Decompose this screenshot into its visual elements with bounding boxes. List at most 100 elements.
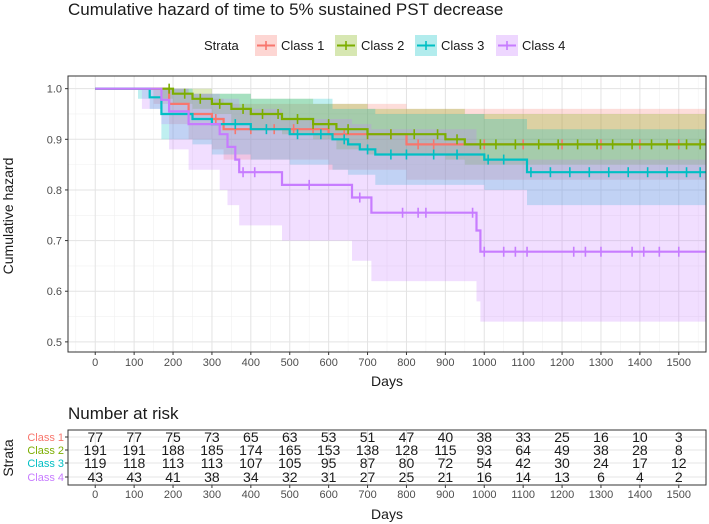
risk-count: 54	[476, 455, 492, 471]
risk-x-tick-label: 1500	[667, 489, 691, 501]
ci-band-class-4	[95, 88, 706, 322]
legend-title: Strata	[204, 38, 239, 53]
risk-x-tick-label: 400	[242, 489, 260, 501]
risk-count: 21	[438, 469, 454, 485]
risk-count: 42	[515, 455, 531, 471]
legend-item-class-3: Class 3	[415, 35, 484, 56]
risk-count: 115	[434, 442, 457, 458]
risk-count: 38	[593, 442, 609, 458]
risk-count: 4	[636, 469, 644, 485]
y-tick-label: 0.8	[47, 185, 62, 197]
risk-count: 38	[204, 469, 220, 485]
legend-label: Class 2	[361, 38, 404, 53]
risk-count: 107	[239, 455, 263, 471]
risk-x-tick-label: 600	[319, 489, 337, 501]
risk-count: 72	[438, 455, 454, 471]
risk-y-axis-label: Strata	[0, 439, 16, 477]
risk-x-tick-label: 700	[358, 489, 376, 501]
risk-table: Class 1 77 77 75 73 65 63 53 51 47 40 38 33 25 16 10 3Cl…	[27, 429, 707, 501]
risk-count: 16	[476, 469, 492, 485]
risk-count: 6	[597, 469, 605, 485]
series-line-class-3	[95, 87, 706, 174]
x-tick-label: 1500	[667, 357, 691, 369]
risk-x-tick-label: 1200	[550, 489, 574, 501]
risk-x-tick-label: 500	[281, 489, 299, 501]
risk-count: 118	[123, 455, 146, 471]
x-tick-label: 1300	[589, 357, 613, 369]
risk-count: 63	[282, 429, 298, 445]
risk-x-tick-label: 200	[164, 489, 182, 501]
risk-count: 87	[360, 455, 376, 471]
y-tick-label: 0.6	[47, 286, 62, 298]
risk-panel-background	[68, 430, 706, 485]
risk-count: 13	[554, 469, 570, 485]
risk-x-tick-label: 800	[397, 489, 415, 501]
series-line-class-4	[95, 87, 706, 253]
risk-count: 65	[243, 429, 259, 445]
risk-count: 34	[243, 469, 259, 485]
risk-x-tick-label: 900	[436, 489, 454, 501]
risk-count: 77	[87, 429, 103, 445]
ci-band-class-3	[95, 88, 706, 211]
risk-count: 113	[201, 455, 224, 471]
risk-count: 17	[632, 455, 648, 471]
risk-count: 12	[671, 455, 687, 471]
risk-count: 185	[200, 442, 224, 458]
x-tick-label: 1100	[511, 357, 535, 369]
risk-count: 153	[317, 442, 341, 458]
legend-item-class-4: Class 4	[496, 35, 565, 56]
y-tick-label: 1.0	[47, 84, 62, 96]
risk-panel-border	[67, 429, 707, 486]
y-tick-label: 0.9	[47, 134, 62, 146]
risk-count: 165	[278, 442, 302, 458]
chart-title: Cumulative hazard of time to 5% sustaine…	[68, 0, 503, 19]
risk-count: 77	[126, 429, 142, 445]
x-tick-label: 300	[203, 357, 221, 369]
panel-border	[67, 75, 707, 353]
risk-count: 93	[476, 442, 492, 458]
y-tick-label: 0.5	[47, 337, 62, 349]
x-tick-label: 1200	[550, 357, 574, 369]
risk-count: 25	[554, 429, 570, 445]
x-tick-label: 700	[358, 357, 376, 369]
plot-panel: 0 100 200 300 400 500 600 700 800 900 1000 1100 1200…	[47, 75, 707, 369]
risk-count: 53	[321, 429, 337, 445]
risk-count: 40	[438, 429, 454, 445]
risk-count: 2	[675, 469, 683, 485]
risk-count: 16	[593, 429, 609, 445]
x-tick-label: 200	[164, 357, 182, 369]
risk-count: 43	[126, 469, 142, 485]
series-line-class-2	[95, 87, 706, 146]
risk-count: 30	[554, 455, 570, 471]
risk-row-label-class-2: Class 2	[27, 445, 64, 457]
risk-count: 119	[84, 455, 107, 471]
risk-count: 174	[239, 442, 263, 458]
x-tick-label: 800	[397, 357, 415, 369]
risk-x-tick-label: 1300	[589, 489, 613, 501]
x-tick-label: 900	[436, 357, 454, 369]
risk-count: 27	[360, 469, 376, 485]
risk-count: 191	[122, 442, 146, 458]
legend-item-class-2: Class 2	[335, 35, 404, 56]
x-tick-label: 1400	[628, 357, 652, 369]
risk-x-axis-label: Days	[371, 506, 403, 522]
risk-count: 31	[321, 469, 337, 485]
x-tick-label: 100	[125, 357, 143, 369]
risk-row-label-class-4: Class 4	[27, 472, 64, 484]
legend: Strata Class 1 Class 2 Class 3 Class 4	[204, 35, 565, 56]
risk-x-tick-label: 1100	[511, 489, 535, 501]
risk-count: 3	[675, 429, 683, 445]
x-tick-label: 1000	[472, 357, 496, 369]
x-tick-label: 500	[281, 357, 299, 369]
risk-count: 41	[165, 469, 181, 485]
risk-count: 51	[360, 429, 376, 445]
risk-count: 128	[395, 442, 419, 458]
risk-count: 38	[476, 429, 492, 445]
risk-count: 64	[515, 442, 531, 458]
risk-table-title: Number at risk	[68, 404, 179, 423]
x-tick-label: 400	[242, 357, 260, 369]
risk-count: 24	[593, 455, 609, 471]
x-axis-label: Days	[371, 373, 403, 389]
risk-count: 28	[632, 442, 648, 458]
